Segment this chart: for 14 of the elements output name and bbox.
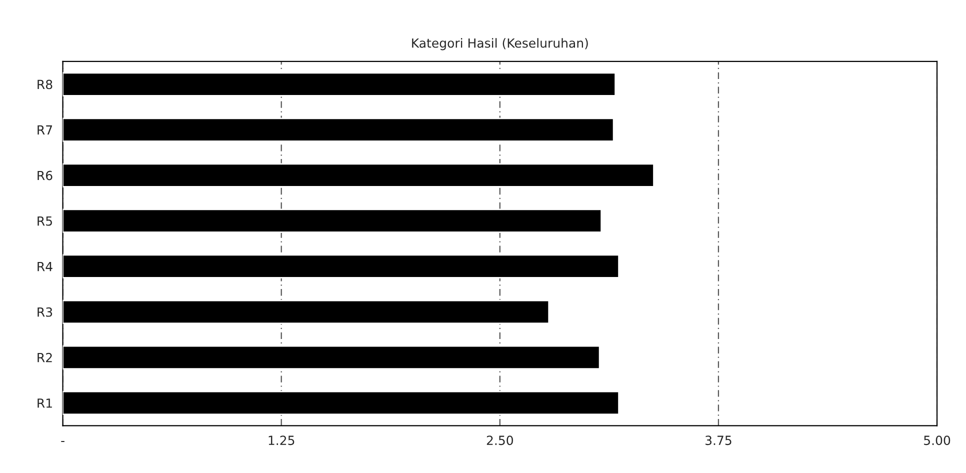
- y-tick-label: R2: [38, 352, 52, 362]
- y-tick-label: R1: [38, 398, 52, 408]
- x-tick-label: 1.25: [268, 436, 294, 446]
- chart-title: Kategori Hasil (Keseluruhan): [412, 38, 588, 50]
- y-tick-label: R4: [38, 262, 52, 272]
- x-tick-label: -: [61, 440, 64, 442]
- x-tick-label: 3.75: [706, 436, 732, 446]
- y-tick-label: R6: [38, 170, 52, 180]
- y-tick-label: R7: [38, 125, 52, 135]
- y-tick-label: R3: [38, 307, 52, 317]
- x-tick-label: 2.50: [486, 436, 513, 446]
- x-tick-label: 5.00: [924, 436, 950, 446]
- y-tick-label: R5: [38, 216, 52, 226]
- y-tick-label: R8: [38, 80, 52, 90]
